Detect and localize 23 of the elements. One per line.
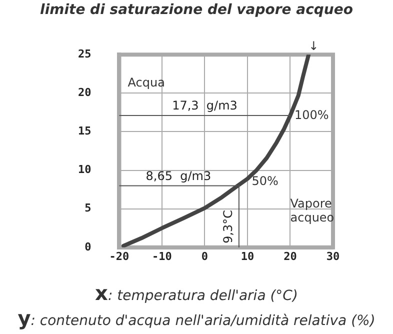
y-tick-label: 0 <box>84 240 92 254</box>
y-tick-label: 20 <box>78 86 92 100</box>
x-axis-title: x: temperatura dell'aria (°C) <box>95 281 298 305</box>
chart-title: limite di saturazione del vapore acqueo <box>39 1 354 20</box>
y-tick-label: 25 <box>78 47 92 60</box>
x-tick-label: 0 <box>201 250 208 263</box>
annotation: Vapore acqueo <box>290 196 334 224</box>
annotation: Acqua <box>128 75 165 90</box>
y-tick-label: 5 <box>84 202 92 215</box>
ref-line-label: 9,3°C <box>221 210 236 244</box>
y-axis-title: y: contenuto d'acqua nell'aria/umidità relativa (%) <box>18 306 376 330</box>
y-tick-label: 15 <box>78 124 92 138</box>
annotation: 100% <box>294 108 329 122</box>
y-tick-label: 10 <box>78 163 92 176</box>
annotation: ↓ <box>308 39 319 54</box>
ref-line-label: 17,3 g/m3 <box>172 98 238 113</box>
annotation: 50% <box>252 174 278 188</box>
x-tick-label: -20 <box>109 250 130 263</box>
x-tick-label: -10 <box>152 250 172 263</box>
x-tick-label: 20 <box>284 250 297 263</box>
x-tick-label: 30 <box>326 250 340 263</box>
x-tick-label: 10 <box>240 250 254 263</box>
ref-line-label: 8,65 g/m3 <box>146 168 212 183</box>
